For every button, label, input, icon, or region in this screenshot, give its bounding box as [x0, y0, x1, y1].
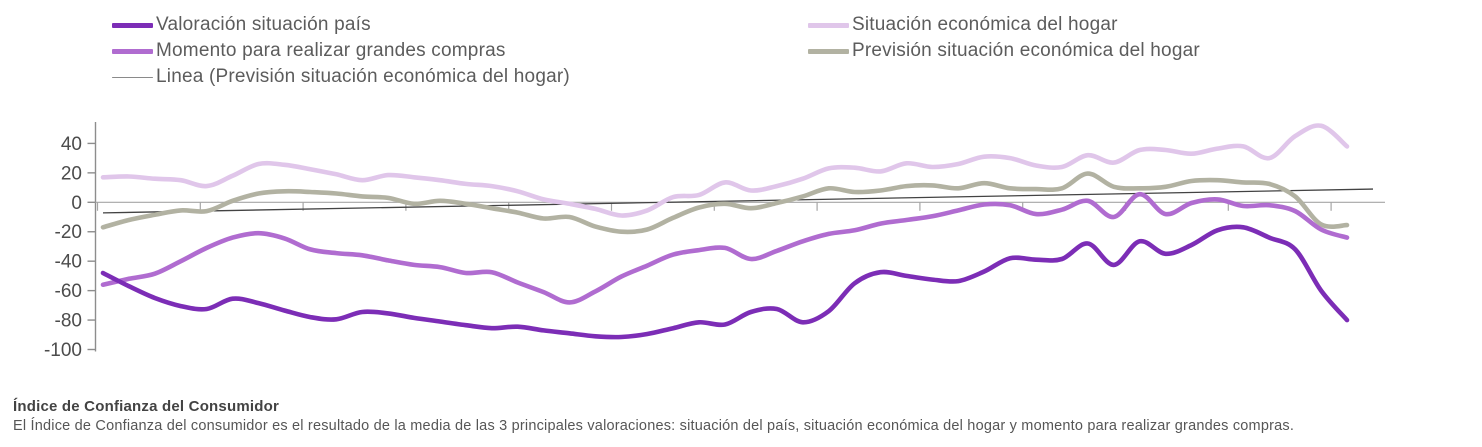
footer-note: Índice de Confianza del Consumidor El Ín…: [13, 398, 1294, 434]
legend-swatch-prevision-hogar-icon: [808, 48, 849, 54]
legend-item-momento: Momento para realizar grandes compras: [112, 38, 570, 64]
legend-swatch-linea-icon: [112, 76, 153, 78]
legend-label-linea: Linea (Previsión situación económica del…: [156, 66, 570, 87]
footer-description: El Índice de Confianza del consumidor es…: [13, 418, 1295, 434]
y-tick-label: -40: [55, 252, 82, 273]
y-tick-label: -100: [44, 340, 82, 361]
y-tick-label: -60: [55, 281, 82, 302]
legend-right-column: Situación económica del hogar Previsión …: [808, 12, 1200, 64]
trend-line: [102, 188, 1374, 214]
legend-label-situacion-hogar: Situación económica del hogar: [852, 14, 1118, 35]
footer-title: Índice de Confianza del Consumidor: [13, 398, 279, 415]
legend-label-valoracion: Valoración situación país: [156, 14, 371, 35]
legend-item-situacion-hogar: Situación económica del hogar: [808, 12, 1200, 38]
legend-swatch-situacion-hogar-icon: [808, 22, 849, 28]
y-tick-label: 0: [71, 193, 82, 214]
y-axis: 40 20 0 -20 -40 -60 -80 -100: [44, 122, 97, 361]
legend-item-prevision-hogar: Previsión situación económica del hogar: [808, 38, 1200, 64]
legend-item-linea: Linea (Previsión situación económica del…: [112, 64, 570, 90]
y-tick-label: 40: [61, 134, 82, 155]
legend-swatch-valoracion-icon: [112, 22, 153, 28]
zero-line: [95, 201, 1385, 211]
legend-swatch-momento-icon: [112, 48, 153, 54]
legend-label-prevision-hogar: Previsión situación económica del hogar: [852, 40, 1200, 61]
legend-left-column: Valoración situación país Momento para r…: [112, 12, 570, 90]
series-valoracion-situacion-pais: [100, 224, 1350, 340]
legend-label-momento: Momento para realizar grandes compras: [156, 40, 506, 61]
y-tick-label: -20: [55, 222, 82, 243]
y-tick-label: 20: [61, 163, 82, 184]
y-tick-label: -80: [55, 311, 82, 332]
series-situacion-economica-hogar: [100, 123, 1350, 218]
series-prevision-situacion-economica-hogar: [100, 171, 1350, 235]
series-momento-grandes-compras: [100, 191, 1350, 305]
legend-item-valoracion: Valoración situación país: [112, 12, 570, 38]
